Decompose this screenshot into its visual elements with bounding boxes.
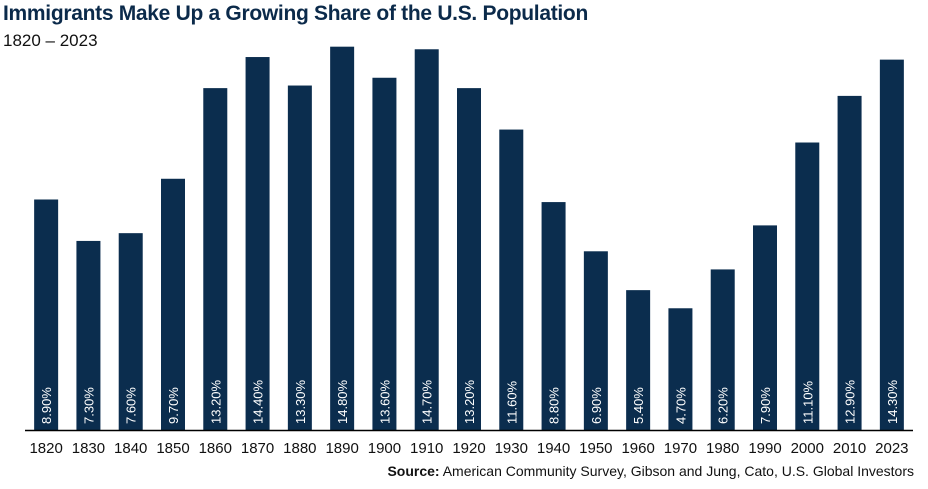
value-label-2023: 14.30% xyxy=(885,379,900,424)
value-label-1950: 6.90% xyxy=(589,387,604,424)
x-tick-labels-group: 1820 1830 1840 1850 1860 1870 1880 1890 1900 1910… xyxy=(29,440,908,457)
value-label-1940: 8.80% xyxy=(547,387,562,424)
value-label-1860: 13.20% xyxy=(208,379,223,424)
bar-1880 xyxy=(287,85,312,430)
value-label-1960: 5.40% xyxy=(631,387,646,424)
value-labels-group: 8.90% 7.30% 7.60% 9.70% 13.20% 14.40% 13.30% 14… xyxy=(39,379,900,424)
bar-2000 xyxy=(795,142,820,430)
x-tick-1920: 1920 xyxy=(452,440,485,457)
x-tick-1940: 1940 xyxy=(537,440,570,457)
bar-1930 xyxy=(499,129,524,430)
bar-1840 xyxy=(118,233,143,430)
x-tick-1850: 1850 xyxy=(156,440,189,457)
x-tick-1840: 1840 xyxy=(114,440,147,457)
value-label-1870: 14.40% xyxy=(251,379,266,424)
x-tick-2023: 2023 xyxy=(875,440,908,457)
x-tick-1870: 1870 xyxy=(241,440,274,457)
bar-1950 xyxy=(583,251,608,430)
value-label-1980: 6.20% xyxy=(716,387,731,424)
value-label-1820: 8.90% xyxy=(39,387,54,424)
x-tick-1950: 1950 xyxy=(579,440,612,457)
bar-1940 xyxy=(541,202,566,430)
source-note: Source: American Community Survey, Gibso… xyxy=(387,463,914,479)
value-label-1900: 13.60% xyxy=(377,379,392,424)
bar-1870 xyxy=(245,57,270,430)
x-tick-1960: 1960 xyxy=(621,440,654,457)
value-label-1890: 14.80% xyxy=(335,379,350,424)
value-label-1830: 7.30% xyxy=(81,387,96,424)
value-label-1910: 14.70% xyxy=(420,379,435,424)
bar-2010 xyxy=(837,95,862,430)
bar-1850 xyxy=(161,178,185,430)
bars-group xyxy=(34,46,904,431)
chart-title: Immigrants Make Up a Growing Share of th… xyxy=(3,2,588,25)
value-label-1920: 13.20% xyxy=(462,379,477,424)
bar-1890 xyxy=(330,46,355,431)
value-label-1840: 7.60% xyxy=(124,387,139,424)
value-label-1990: 7.90% xyxy=(758,387,773,424)
x-tick-1970: 1970 xyxy=(664,440,697,457)
bar-1910 xyxy=(414,49,439,431)
bar-1900 xyxy=(372,77,397,430)
bar-1860 xyxy=(203,88,228,431)
x-tick-1880: 1880 xyxy=(283,440,316,457)
value-label-1850: 9.70% xyxy=(166,387,181,424)
x-tick-2000: 2000 xyxy=(791,440,824,457)
x-tick-1910: 1910 xyxy=(410,440,443,457)
bar-1970 xyxy=(668,308,693,430)
bar-1830 xyxy=(76,240,101,430)
value-label-2010: 12.90% xyxy=(843,379,858,424)
chart-subtitle: 1820 – 2023 xyxy=(3,31,98,50)
x-tick-2010: 2010 xyxy=(833,440,866,457)
value-label-1880: 13.30% xyxy=(293,379,308,424)
bar-1960 xyxy=(626,290,651,430)
bar-2023 xyxy=(879,59,904,430)
bar-1920 xyxy=(457,88,481,431)
x-tick-1900: 1900 xyxy=(368,440,401,457)
bar-1820 xyxy=(34,199,59,430)
x-tick-1820: 1820 xyxy=(29,440,62,457)
source-label: Source: xyxy=(387,463,440,479)
x-tick-1830: 1830 xyxy=(72,440,105,457)
x-tick-1930: 1930 xyxy=(495,440,528,457)
x-tick-1980: 1980 xyxy=(706,440,739,457)
x-tick-1860: 1860 xyxy=(199,440,232,457)
x-tick-1890: 1890 xyxy=(325,440,358,457)
value-label-1930: 11.60% xyxy=(504,380,519,424)
value-label-1970: 4.70% xyxy=(673,387,688,424)
x-tick-1990: 1990 xyxy=(748,440,781,457)
bar-1980 xyxy=(710,269,735,430)
bar-1990 xyxy=(753,225,777,430)
source-text: American Community Survey, Gibson and Ju… xyxy=(442,463,914,479)
value-label-2000: 11.10% xyxy=(800,380,815,424)
